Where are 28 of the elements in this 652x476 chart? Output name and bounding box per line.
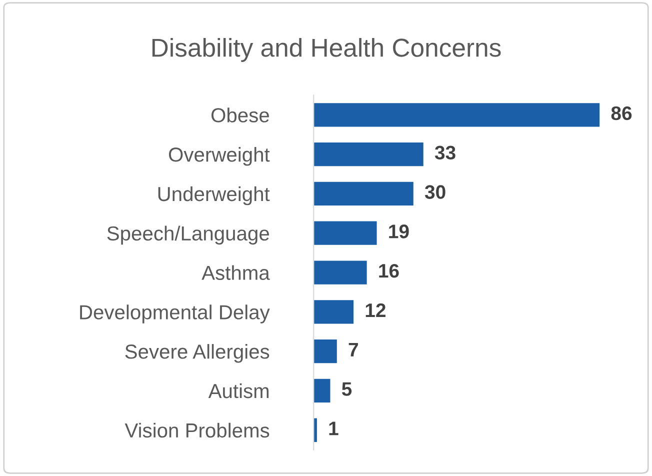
- bar: [314, 221, 377, 245]
- y-tick-label: Severe Allergies: [125, 344, 270, 363]
- y-tick-label: Asthma: [202, 265, 270, 280]
- y-tick-label: Obese: [211, 108, 269, 122]
- y-tick-label: Overweight: [168, 147, 270, 166]
- bar: [314, 378, 330, 403]
- bar: [314, 182, 414, 206]
- data-label: 1: [329, 422, 338, 436]
- data-label: 12: [366, 303, 386, 317]
- bar: [314, 142, 424, 166]
- data-label: 86: [611, 106, 632, 120]
- y-tick-label: Autism: [208, 383, 269, 398]
- bar: [314, 103, 600, 127]
- bar: [314, 260, 367, 284]
- bar: [314, 339, 337, 364]
- data-label: 5: [342, 382, 352, 396]
- bar: [314, 418, 317, 442]
- y-tick-label: Underweight: [158, 186, 270, 206]
- chart-title: Disability and Health Concerns: [152, 38, 501, 62]
- y-tick-label: Developmental Delay: [80, 304, 270, 324]
- data-label: 16: [379, 264, 399, 278]
- bar: [314, 300, 354, 324]
- y-tick-label: Speech/Language: [107, 226, 269, 245]
- data-label: 19: [389, 224, 409, 238]
- y-tick-label: Vision Problems: [124, 422, 270, 438]
- data-label: 30: [424, 185, 446, 199]
- data-label: 7: [348, 342, 358, 356]
- data-label: 33: [434, 146, 456, 160]
